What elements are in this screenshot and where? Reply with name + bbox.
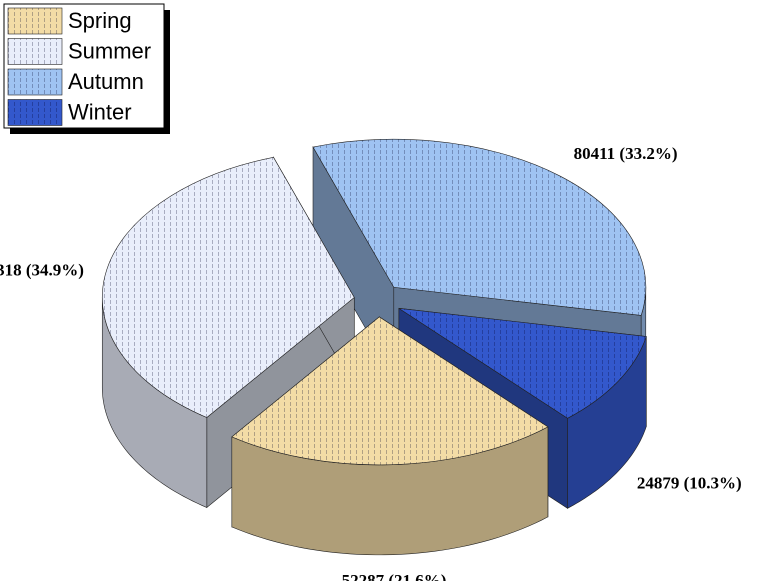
slice-texture — [231, 316, 548, 465]
legend-swatch-texture — [8, 99, 62, 126]
legend-swatch-texture — [8, 8, 62, 34]
slice-texture — [102, 157, 355, 418]
data-label: 80411 (33.2%) — [574, 144, 678, 163]
data-label: 84318 (34.9%) — [0, 260, 84, 279]
legend-label: Spring — [68, 8, 132, 33]
slice — [231, 316, 549, 556]
pie: 52287 (21.6%) 84318 (34.9%) 80411 (33.2%) 2… — [0, 138, 742, 581]
legend: Spring Summer Autumn Winter — [3, 3, 170, 134]
legend-label: Autumn — [68, 69, 144, 94]
slice-texture — [313, 139, 646, 316]
slice-texture — [398, 308, 647, 419]
legend-swatch-texture — [8, 38, 62, 65]
data-label: 52287 (21.6%) — [342, 571, 447, 581]
data-label: 24879 (10.3%) — [637, 474, 742, 493]
legend-label: Summer — [68, 38, 151, 63]
legend-label: Winter — [68, 99, 132, 124]
legend-swatch-texture — [8, 69, 62, 95]
